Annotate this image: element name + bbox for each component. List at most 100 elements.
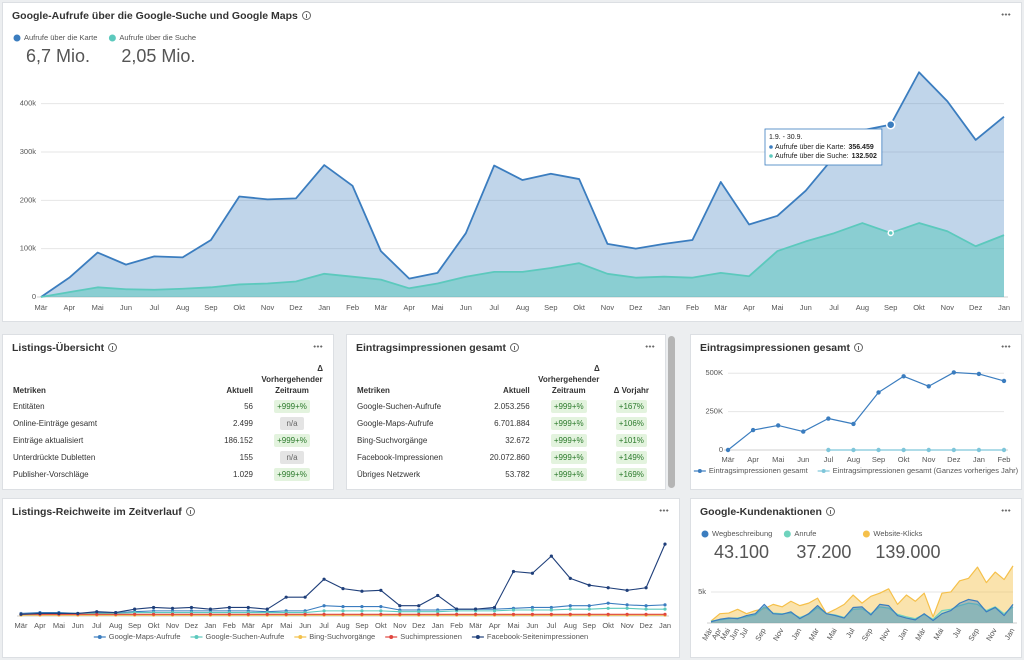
badge: +101%: [615, 434, 647, 447]
legend-label: Anrufe: [794, 529, 816, 538]
marker: [303, 612, 307, 616]
table-cell: n/a: [257, 449, 327, 466]
title: Eintragsimpressionen gesamt: [700, 342, 850, 354]
x-tick-label: Nov: [620, 621, 634, 630]
legend-label: Facebook-Seitenimpressionen: [487, 632, 588, 641]
tooltip: [764, 128, 883, 166]
x-tick-label: Mär: [15, 621, 28, 630]
marker: [492, 605, 497, 610]
x-tick-label: Mär: [807, 626, 822, 642]
marker: [606, 612, 610, 616]
x-tick-label: Dez: [185, 621, 199, 630]
marker: [455, 607, 459, 611]
panel-title: Eintragsimpressionen gesamt: [700, 342, 863, 354]
x-tick-label: Sep: [872, 455, 885, 464]
table-cell: n/a: [257, 415, 327, 432]
menu[interactable]: [313, 345, 323, 348]
cell-text: 32.672: [505, 436, 530, 445]
menu[interactable]: [1001, 509, 1011, 512]
x-tick-label: Sep: [753, 626, 767, 642]
menu[interactable]: [645, 345, 655, 348]
marker: [625, 612, 629, 616]
marker: [1001, 447, 1007, 453]
cell-text: Google-Maps-Aufrufe: [357, 419, 434, 428]
marker: [57, 611, 61, 616]
tooltip-title: 1.9. - 30.9.: [769, 134, 803, 141]
marker: [360, 609, 364, 613]
marker: [95, 610, 99, 614]
marker: [511, 612, 516, 616]
menu[interactable]: [1001, 345, 1011, 348]
tooltip-symbol: [769, 145, 773, 149]
marker: [284, 612, 288, 616]
cell-text: 1.029: [232, 470, 253, 479]
info-icon[interactable]: [108, 343, 118, 352]
marker: [951, 370, 957, 375]
x-tick-label: Sep: [355, 621, 368, 630]
tooltip-symbol: [769, 154, 773, 158]
x-tick-label: Sep: [204, 303, 217, 312]
info-icon[interactable]: [853, 343, 863, 352]
table-row: Übriges Netzwerk 53.782 +999+% +169%: [353, 466, 659, 483]
x-tick-label: Apr: [63, 303, 75, 312]
marker: [208, 612, 213, 616]
cell-text: Google-Suchen-Aufrufe: [357, 402, 442, 411]
x-tick-label: Aug: [516, 303, 529, 312]
tooltip-value: 132.502: [852, 153, 877, 160]
x-tick-label: Mai: [53, 621, 65, 630]
marker: [606, 606, 610, 610]
x-tick-label: Dez: [947, 455, 961, 464]
marker: [436, 612, 440, 616]
table-cell: +999+%: [257, 398, 327, 415]
marker: [549, 608, 553, 612]
x-tick-label: Feb: [686, 303, 699, 312]
info-icon[interactable]: [509, 343, 519, 352]
legend-symbol: [701, 530, 709, 538]
scrollbar[interactable]: [668, 336, 675, 488]
badge: +149%: [615, 451, 647, 464]
x-tick-label: Jan: [789, 626, 803, 641]
info-icon[interactable]: [301, 11, 311, 20]
column-header: Δ Vorjahr: [604, 361, 659, 398]
header-label: Metriken: [13, 386, 46, 395]
x-tick-label: Jan: [973, 455, 985, 464]
marker: [876, 390, 881, 395]
info-icon[interactable]: [185, 507, 195, 516]
cell-text: 56: [244, 402, 253, 411]
header-label: Metriken: [357, 386, 390, 395]
x-tick-label: Mär: [913, 626, 928, 642]
table-row: Google-Maps-Aufrufe 6.701.884 +999+% +106%: [353, 415, 659, 432]
marker: [568, 576, 572, 580]
cell-text: Unterdrückte Dubletten: [13, 453, 96, 462]
tooltip-label: Aufrufe über die Karte:: [775, 144, 845, 151]
badge: +167%: [615, 400, 647, 413]
x-tick-label: Mär: [242, 621, 255, 630]
marker: [587, 583, 591, 587]
marker: [492, 609, 497, 613]
legend-label: Eintragsimpressionen gesamt: [709, 466, 809, 475]
table-cell: 186.152: [186, 432, 257, 449]
menu[interactable]: [659, 509, 669, 512]
info-icon[interactable]: [825, 507, 835, 516]
marker: [227, 605, 231, 610]
x-tick-label: Nov: [166, 621, 180, 630]
marker: [644, 604, 648, 608]
marker: [322, 609, 326, 613]
cell-text: Einträge aktualisiert: [13, 436, 84, 445]
marker: [114, 610, 118, 615]
header-row: Metriken Aktuell Δ Vorhergehender Zeitraum Δ…: [353, 361, 659, 398]
marker: [606, 601, 610, 605]
legend: Google-Maps-Aufrufe Google-Suchen-Aufrufe…: [93, 632, 588, 641]
x-tick-label: Jul: [319, 621, 329, 630]
column-header: Metriken: [353, 361, 473, 398]
x-tick-label: Jan: [432, 621, 444, 630]
table-cell: Entitäten: [9, 398, 186, 415]
marker: [851, 421, 856, 427]
x-tick-label: Sep: [966, 626, 980, 642]
menu[interactable]: [1001, 13, 1011, 16]
table-row: Facebook-Impressionen 20.072.860 +999+% +14…: [353, 449, 659, 466]
marker: [549, 605, 553, 610]
marker: [341, 609, 345, 613]
x-tick-label: Sep: [860, 626, 874, 642]
